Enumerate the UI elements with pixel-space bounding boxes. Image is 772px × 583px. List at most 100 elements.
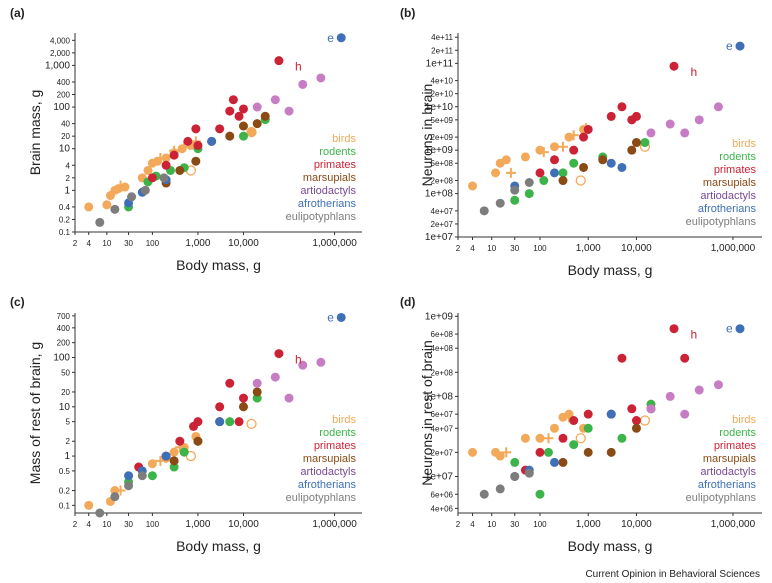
point-primates (169, 150, 179, 160)
annotation-e: e (726, 322, 733, 336)
point-artiodactyls (270, 95, 280, 105)
legend-eulipotyphlans: eulipotyphlans (686, 492, 757, 504)
y-tick-label: 6e+06 (431, 490, 454, 499)
point-marsupials (631, 138, 641, 148)
legend-eulipotyphlans: eulipotyphlans (686, 216, 757, 228)
y-tick-label: 2 (66, 174, 71, 183)
cross-point-birds (568, 130, 579, 141)
y-tick-label: 0.1 (59, 501, 71, 510)
cross-point-birds (115, 180, 126, 191)
y-tick-label: 1e+07 (425, 471, 454, 482)
point-marsupials (598, 155, 608, 165)
y-tick-label: 50 (61, 368, 70, 377)
point-rodents (238, 131, 248, 141)
point-primates (238, 393, 248, 403)
point-rodents (147, 471, 157, 481)
x-tick-label: 10 (102, 520, 111, 529)
panel-tag: (c) (10, 295, 25, 309)
legend-artiodactyls: artiodactyls (700, 190, 756, 202)
x-tick-label: 2 (456, 520, 461, 529)
point-rodents (535, 489, 545, 499)
point-primates (669, 61, 679, 71)
y-tick-label: 4e+10 (431, 77, 454, 86)
point-afrotherians (606, 158, 616, 168)
point-primates (606, 111, 616, 121)
point-eulipotyphlans (140, 185, 150, 195)
annotation-e: e (327, 310, 334, 324)
point-eulipotyphlans (127, 192, 137, 202)
y-tick-label: 20 (61, 388, 70, 397)
open-point-birds (639, 415, 651, 426)
point-artiodactyls (284, 393, 294, 403)
point-birds (247, 127, 257, 137)
point-artiodactyls (270, 372, 280, 382)
point-primates (569, 416, 579, 426)
y-tick-label: 700 (57, 312, 71, 321)
x-tick-label: 10 (487, 520, 496, 529)
x-tick-label: 100 (146, 520, 160, 529)
point-eulipotyphlans (124, 481, 134, 491)
y-tick-label: 4 (66, 161, 71, 170)
y-tick-label: 2e+07 (431, 448, 454, 457)
point-artiodactyls (252, 102, 262, 112)
point-rodents (225, 417, 235, 427)
point-afrotherians (549, 168, 559, 178)
cross-point-birds (557, 141, 568, 152)
y-tick-label: 5 (66, 418, 71, 427)
point-eulipotyphlans (495, 198, 505, 208)
y-tick-label: 4e+07 (431, 424, 454, 433)
x-tick-label: 1,000,000 (711, 243, 756, 254)
point-afrotherians (124, 471, 134, 481)
point-birds (102, 200, 112, 210)
point-marsupials (169, 456, 179, 466)
x-tick-label: 10 (102, 239, 111, 248)
point-primates (147, 173, 157, 183)
point-rodents (543, 447, 553, 457)
x-tick-label: 4 (86, 520, 91, 529)
x-tick-label: 10,000 (228, 519, 259, 530)
cross-point-birds (505, 167, 516, 178)
y-tick-label: 1e+09 (425, 311, 454, 322)
y-tick-label: 0.1 (59, 228, 71, 237)
legend-primates: primates (714, 164, 757, 176)
point-birds (549, 423, 559, 433)
cross-point-birds (155, 152, 166, 163)
point-birds (468, 181, 478, 191)
point-artiodactyls (252, 378, 262, 388)
point-rodents (169, 462, 179, 472)
point-artiodactyls (713, 380, 723, 390)
legend-eulipotyphlans: eulipotyphlans (286, 211, 357, 223)
point-artiodactyls (284, 106, 294, 116)
point-primates (583, 124, 593, 134)
point-eulipotyphlans (510, 471, 520, 481)
point-afrotherians (735, 324, 745, 334)
x-tick-label: 10,000 (621, 243, 652, 254)
point-primates (583, 409, 593, 419)
point-birds (549, 142, 559, 152)
legend-rodents: rodents (719, 151, 756, 163)
point-primates (558, 433, 568, 443)
y-tick-label: 4e+07 (431, 207, 454, 216)
x-tick-label: 30 (124, 520, 133, 529)
legend-afrotherians: afrotherians (298, 479, 357, 491)
y-tick-label: 6e+08 (431, 330, 454, 339)
point-primates (579, 132, 589, 142)
point-birds (161, 153, 171, 163)
point-marsupials (191, 156, 201, 166)
y-tick-label: 1,000 (45, 60, 70, 71)
point-marsupials (260, 111, 270, 121)
legend-afrotherians: afrotherians (698, 203, 757, 215)
y-tick-label: 5e+08 (431, 159, 454, 168)
point-afrotherians (161, 451, 171, 461)
point-eulipotyphlans (524, 178, 534, 188)
legend-marsupials: marsupials (703, 453, 757, 465)
point-afrotherians (336, 312, 346, 322)
y-tick-label: 4e+08 (431, 344, 454, 353)
point-marsupials (225, 131, 235, 141)
point-artiodactyls (694, 115, 704, 125)
y-axis-label: Mass of rest of brain, g (27, 342, 43, 484)
y-tick-label: 10 (59, 144, 71, 155)
point-primates (631, 111, 641, 121)
point-eulipotyphlans (510, 185, 520, 195)
